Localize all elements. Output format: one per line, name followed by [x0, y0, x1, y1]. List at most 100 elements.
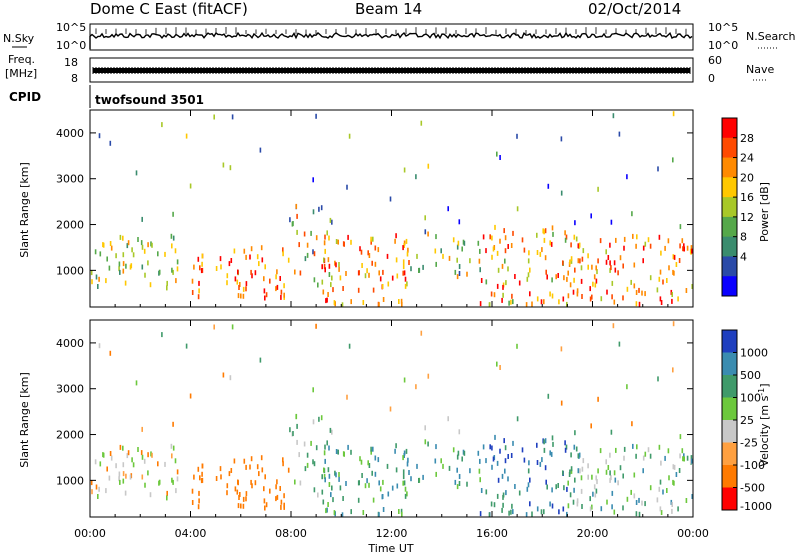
power-cell: [342, 286, 344, 291]
power-cell: [379, 276, 382, 282]
velocity-cell: [662, 489, 664, 495]
velocity-cell: [176, 469, 179, 475]
power-cell: [458, 271, 461, 276]
velocity-cell: [249, 464, 251, 470]
power-cell: [395, 257, 398, 263]
velocity-cell: [496, 361, 498, 367]
velocity-cell: [330, 492, 332, 498]
velocity-cell: [171, 477, 173, 483]
power-cell: [560, 136, 563, 142]
velocity-cell: [119, 479, 121, 485]
velocity-cell: [171, 453, 173, 459]
velocity-cell: [478, 468, 481, 474]
velocity-cell: [591, 504, 593, 510]
power-cell: [543, 229, 545, 235]
velocity-cell: [299, 480, 302, 486]
x-tick-label: 16:00: [476, 527, 508, 540]
power-cell: [477, 240, 480, 246]
velocity-cbar-swatch: [722, 397, 737, 421]
velocity-cell: [109, 350, 112, 356]
velocity-cell: [579, 468, 581, 474]
power-cell: [415, 174, 417, 180]
power-cell: [289, 217, 291, 223]
velocity-cbar-tick-label: 100: [740, 392, 761, 405]
velocity-cell: [525, 512, 528, 518]
velocity-cbar-swatch: [722, 330, 737, 353]
velocity-cell: [357, 497, 360, 503]
power-cell: [324, 234, 326, 240]
power-cell: [463, 240, 466, 246]
velocity-cell: [260, 455, 263, 461]
power-cell: [552, 231, 554, 237]
velocity-cell: [263, 486, 265, 492]
velocity-cell: [435, 471, 437, 477]
velocity-cell: [279, 486, 281, 491]
power-cell: [641, 290, 643, 296]
velocity-cell: [578, 452, 581, 458]
velocity-cell: [452, 447, 455, 453]
velocity-cell: [296, 423, 298, 429]
power-cell: [191, 278, 194, 284]
velocity-cell: [657, 376, 659, 382]
velocity-cbar-swatch: [722, 487, 737, 511]
power-cell: [401, 301, 403, 307]
power-cell: [658, 276, 661, 282]
power-cell: [614, 267, 617, 273]
power-cell: [502, 292, 504, 298]
power-cell: [109, 241, 112, 246]
velocity-cell: [377, 457, 380, 463]
velocity-cell: [398, 509, 400, 514]
power-cell: [569, 282, 572, 288]
power-cell: [581, 294, 583, 299]
velocity-cell: [280, 504, 282, 510]
power-cell: [671, 298, 673, 304]
velocity-cell: [544, 438, 547, 444]
power-cell: [490, 291, 493, 297]
velocity-cell: [526, 486, 529, 492]
power-cell: [531, 301, 533, 307]
velocity-cell: [521, 447, 524, 453]
velocity-cell: [547, 393, 550, 399]
power-cell: [250, 269, 252, 275]
velocity-cell: [671, 508, 673, 514]
power-cell: [320, 205, 323, 211]
velocity-cell: [240, 503, 242, 509]
power-cell: [118, 261, 121, 267]
velocity-cell: [600, 506, 603, 512]
velocity-cell: [402, 469, 405, 475]
power-cell: [110, 245, 113, 251]
velocity-cell: [558, 509, 560, 515]
velocity-cell: [512, 440, 514, 446]
power-cell: [368, 253, 371, 258]
velocity-cell: [331, 429, 333, 435]
power-cell: [567, 293, 570, 299]
velocity-cell: [122, 471, 125, 477]
power-cell: [587, 264, 589, 270]
velocity-cell: [140, 450, 143, 456]
velocity-cell: [220, 474, 222, 480]
power-cell: [102, 242, 104, 248]
power-cell: [447, 206, 449, 212]
power-cbar-swatch: [722, 216, 737, 238]
power-cell: [234, 276, 237, 282]
velocity-cell: [401, 511, 403, 517]
power-cbar-swatch: [722, 118, 737, 139]
power-cell: [672, 157, 674, 163]
power-cell: [462, 239, 465, 245]
power-cell: [279, 276, 281, 281]
power-cell: [566, 276, 568, 282]
velocity-cell: [442, 463, 444, 469]
velocity-cell: [386, 463, 389, 469]
power-cell: [691, 248, 693, 254]
power-cell: [321, 279, 324, 285]
velocity-cell: [102, 452, 105, 458]
velocity-cell: [503, 438, 505, 444]
velocity-cell: [118, 471, 121, 477]
power-cell: [635, 243, 637, 249]
velocity-cell: [551, 503, 554, 509]
power-cbar-swatch: [722, 197, 737, 218]
velocity-cell: [360, 459, 363, 465]
power-cbar-tick-label: 20: [740, 171, 754, 184]
velocity-cell: [612, 323, 615, 329]
power-cell: [109, 140, 112, 146]
